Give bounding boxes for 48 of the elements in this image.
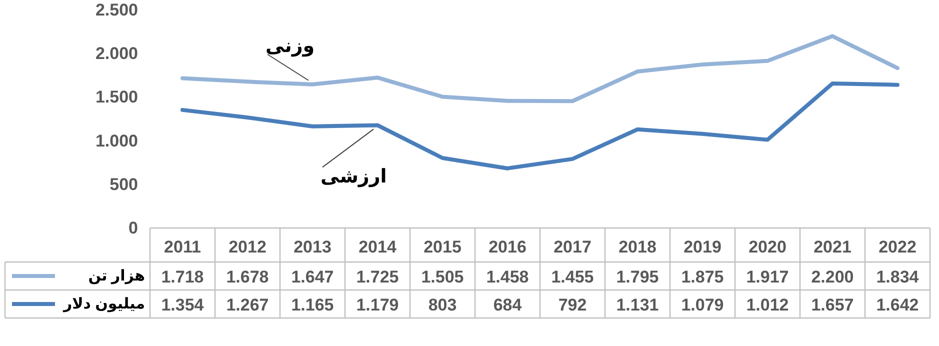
data-label: 1.834: [876, 268, 920, 286]
y-tick-label: 2.500: [95, 0, 138, 20]
x-tick-label: 2017: [554, 238, 592, 256]
x-tick-label: 2012: [228, 238, 266, 256]
data-label: 1.179: [356, 296, 399, 314]
data-label: 1.642: [876, 296, 919, 314]
data-label: 1.917: [746, 268, 789, 286]
x-tick-label: 2015: [424, 238, 462, 256]
legend-label: میلیون دلار: [62, 296, 145, 312]
x-tick-label: 2013: [294, 238, 332, 256]
data-label: 684: [493, 296, 522, 314]
x-tick-label: 2014: [358, 238, 397, 256]
y-tick-label: 2.000: [95, 44, 138, 64]
data-label: 1.647: [291, 268, 334, 286]
data-label: 1.657: [811, 296, 854, 314]
data-label: 1.678: [226, 268, 269, 286]
annotation: وزنی: [266, 36, 315, 57]
data-label: 1.725: [356, 268, 399, 286]
data-label: 1.458: [486, 268, 529, 286]
x-tick-label: 2020: [748, 238, 786, 256]
y-tick-label: 500: [110, 174, 138, 194]
annotation: ارزشی: [320, 128, 387, 188]
data-label: 1.505: [421, 268, 464, 286]
data-label: 1.875: [681, 268, 724, 286]
y-tick-label: 1.000: [95, 131, 138, 150]
data-label: 1.012: [746, 296, 789, 314]
data-label: 792: [558, 296, 587, 314]
data-label: 1.354: [161, 296, 204, 314]
data-label: 1.079: [681, 296, 724, 314]
x-tick-label: 2019: [684, 238, 722, 256]
data-label: 1.455: [551, 268, 594, 286]
x-tick-label: 2011: [164, 238, 201, 256]
y-tick-label: 0: [128, 218, 138, 238]
x-tick-label: 2022: [878, 238, 916, 256]
x-tick-label: 2018: [618, 238, 656, 256]
annotation: وزنی: [266, 36, 315, 81]
legend-label: هزار تن: [88, 268, 145, 284]
data-label: 1.131: [616, 296, 659, 314]
data-label: 803: [428, 296, 457, 314]
data-label: 1.718: [161, 268, 204, 286]
data-label: 1.165: [291, 296, 334, 314]
x-tick-label: 2021: [814, 238, 852, 256]
annotation: ارزشی: [320, 166, 387, 188]
y-tick-label: 1.500: [95, 88, 138, 107]
data-label: 2.200: [811, 268, 854, 286]
data-label: 1.795: [616, 268, 659, 286]
x-tick-label: 2016: [488, 238, 526, 256]
data-label: 1.267: [226, 296, 269, 314]
